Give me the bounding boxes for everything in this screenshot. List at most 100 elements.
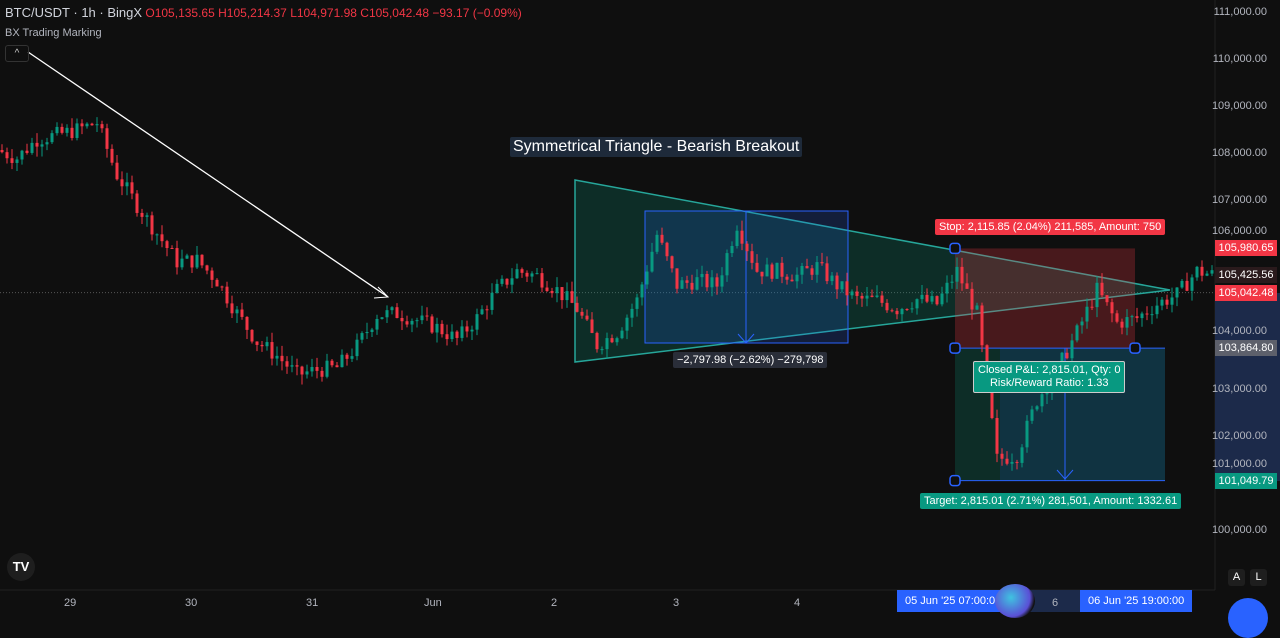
candle-body — [790, 279, 794, 282]
candle-body — [615, 338, 619, 343]
indicator-label[interactable]: BX Trading Marking — [5, 27, 102, 39]
candle-body — [1165, 299, 1169, 305]
candle-body — [520, 269, 524, 273]
ohlc-open: O105,135.65 — [145, 6, 215, 20]
candle-body — [370, 329, 374, 332]
measure-arrow-head — [737, 333, 755, 344]
candle-body — [560, 287, 564, 301]
candle-body — [310, 367, 314, 372]
candle-body — [1135, 316, 1139, 319]
candle-body — [245, 316, 249, 330]
candle-body — [350, 356, 354, 359]
price-tick: 106,000.00 — [1211, 225, 1267, 238]
candle-body — [65, 127, 69, 133]
candle-body — [970, 288, 974, 310]
candle-body — [620, 330, 624, 339]
candle-body — [180, 258, 184, 268]
candle-body — [570, 291, 574, 303]
candle-body — [1170, 297, 1174, 305]
trend-arrow-head — [373, 286, 390, 299]
candle-body — [935, 296, 939, 305]
candle-body — [735, 230, 739, 246]
candle-body — [610, 338, 614, 343]
candle-body — [270, 342, 274, 359]
candle-body — [640, 284, 644, 298]
candle-body — [730, 245, 734, 254]
candle-body — [490, 292, 494, 310]
candle-body — [380, 317, 384, 319]
candle-body — [670, 256, 674, 269]
candle-body — [695, 277, 699, 290]
candle-body — [595, 332, 599, 350]
price-tick: 101,000.00 — [1211, 457, 1267, 470]
candle-body — [215, 279, 219, 287]
candle-body — [1160, 299, 1164, 306]
candle-body — [225, 286, 229, 304]
price-tick: 104,000.00 — [1211, 325, 1267, 338]
candle-body — [1190, 277, 1194, 291]
candle-body — [195, 254, 199, 268]
candle-body — [1035, 406, 1039, 410]
candle-body — [715, 277, 719, 287]
candle-body — [540, 273, 544, 288]
candle-body — [1115, 313, 1119, 322]
candle-body — [395, 307, 399, 319]
candle-body — [855, 291, 859, 296]
candle-body — [575, 302, 579, 312]
rr-text: Risk/Reward Ratio: 1.33 — [989, 377, 1109, 389]
candle-body — [375, 318, 379, 330]
symbol-title[interactable]: BTC/USDT · 1h · BingX — [5, 5, 143, 20]
candle-body — [100, 124, 104, 129]
candle-body — [1130, 316, 1134, 318]
candle-body — [850, 291, 854, 296]
candle-body — [1085, 306, 1089, 322]
symbol-header: BTC/USDT · 1h · BingX O105,135.65 H105,2… — [5, 5, 522, 20]
measure-label: −2,797.98 (−2.62%) −279,798 — [673, 352, 828, 368]
candle-body — [420, 315, 424, 321]
candle-body — [85, 123, 89, 127]
collapse-chevron-icon[interactable]: ^ — [5, 45, 29, 62]
candle-body — [845, 281, 849, 296]
candle-body — [265, 342, 269, 347]
candle-body — [425, 315, 429, 317]
price-marker: 101,049.79 — [1215, 472, 1277, 489]
price-chart[interactable] — [0, 0, 1280, 616]
candle-body — [535, 273, 539, 275]
time-tick: 3 — [673, 597, 680, 609]
price-marker: 105,980.65 — [1215, 240, 1277, 257]
candle-body — [905, 309, 909, 311]
candle-body — [1040, 394, 1044, 407]
candle-body — [185, 255, 189, 259]
candle-body — [750, 251, 754, 263]
auto-scale-button[interactable]: A — [1228, 569, 1245, 586]
candle-body — [1000, 453, 1004, 459]
time-range-end: 06 Jun '25 19:00:00 — [1080, 590, 1193, 612]
candle-body — [565, 291, 569, 301]
log-scale-button[interactable]: L — [1250, 569, 1267, 586]
candle-body — [415, 320, 419, 322]
assistant-orb-icon[interactable] — [995, 584, 1035, 618]
triangle-pattern — [574, 179, 1171, 363]
pattern-title[interactable]: Symmetrical Triangle - Bearish Breakout — [510, 137, 803, 157]
candle-body — [680, 280, 684, 289]
candle-body — [875, 295, 879, 297]
candle-body — [1020, 447, 1024, 463]
ohlc-high: H105,214.37 — [218, 6, 287, 20]
time-range-start: 05 Jun '25 07:00:00 — [897, 590, 1010, 612]
candle-body — [1030, 409, 1034, 421]
position-handle — [1129, 342, 1141, 354]
tradingview-logo[interactable]: TV — [7, 553, 35, 581]
candle-body — [155, 234, 159, 236]
candle-body — [685, 280, 689, 283]
chat-fab-button[interactable] — [1228, 598, 1268, 638]
candle-body — [900, 309, 904, 315]
candle-body — [510, 278, 514, 285]
candle-body — [1150, 314, 1154, 316]
candle-body — [625, 317, 629, 331]
candle-body — [780, 262, 784, 277]
price-tick: 108,000.00 — [1211, 147, 1267, 160]
price-tick: 110,000.00 — [1212, 53, 1267, 66]
position-range-band — [1215, 292, 1280, 481]
candle-body — [290, 365, 294, 367]
candle-body — [1065, 352, 1069, 359]
